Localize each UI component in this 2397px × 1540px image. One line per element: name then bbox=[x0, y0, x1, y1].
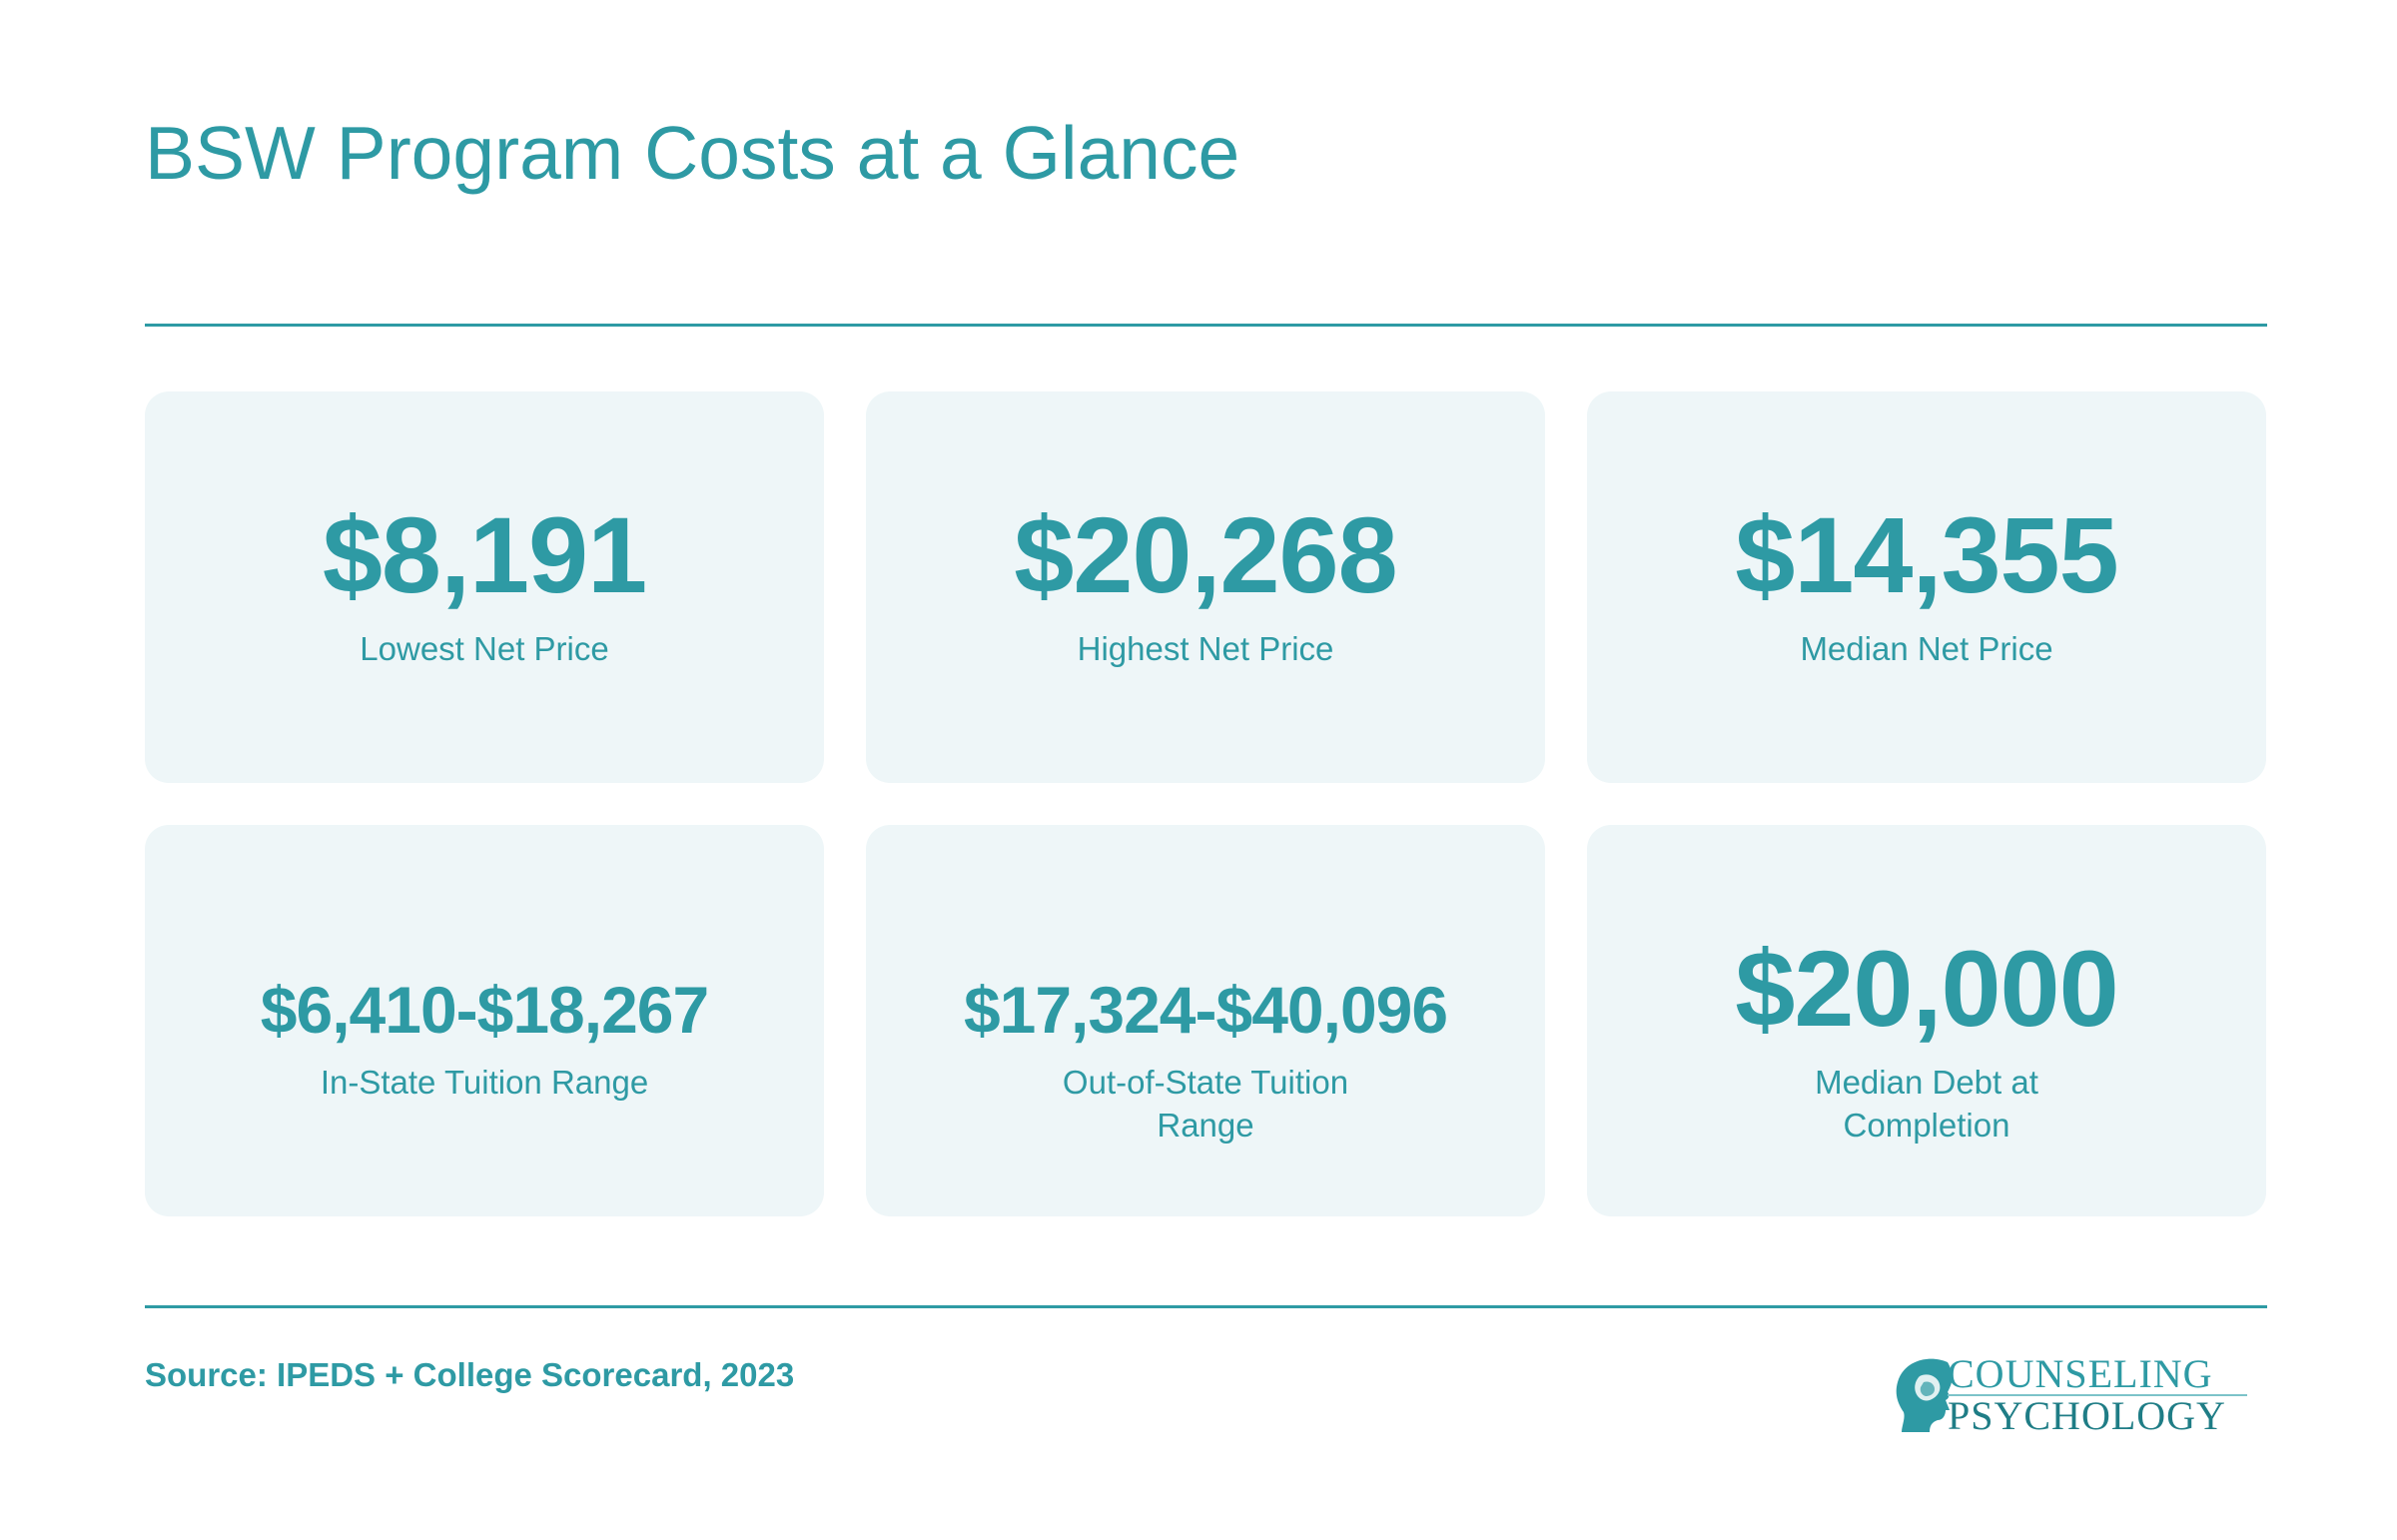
stat-label: In-State Tuition Range bbox=[320, 1064, 649, 1101]
bottom-divider bbox=[145, 1305, 2267, 1308]
stat-card-median-net-price: $14,355 Median Net Price bbox=[1587, 391, 2266, 783]
stat-label: Out-of-State Tuition Range bbox=[1062, 1064, 1349, 1144]
stat-card-lowest-net-price: $8,191 Lowest Net Price bbox=[145, 391, 824, 783]
stat-label: Highest Net Price bbox=[1077, 630, 1334, 667]
stat-card-out-of-state-tuition: $17,324-$40,096 Out-of-State Tuition Ran… bbox=[866, 825, 1545, 1216]
stat-label: Median Net Price bbox=[1800, 630, 2053, 667]
stat-label: Median Debt at Completion bbox=[1815, 1064, 2038, 1144]
stat-value: $14,355 bbox=[1735, 494, 2118, 615]
stat-label: Lowest Net Price bbox=[360, 630, 609, 667]
logo-text-psychology: PSYCHOLOGY bbox=[1948, 1393, 2226, 1438]
brand-logo: COUNSELING PSYCHOLOGY bbox=[1890, 1348, 2249, 1438]
stat-card-highest-net-price: $20,268 Highest Net Price bbox=[866, 391, 1545, 783]
head-profile-icon bbox=[1896, 1358, 1953, 1432]
page-title: BSW Program Costs at a Glance bbox=[145, 111, 1240, 195]
stat-card-median-debt: $20,000 Median Debt at Completion bbox=[1587, 825, 2266, 1216]
logo-text-counseling: COUNSELING bbox=[1948, 1351, 2213, 1396]
stat-card-in-state-tuition: $6,410-$18,267 In-State Tuition Range bbox=[145, 825, 824, 1216]
stat-value: $20,268 bbox=[1014, 494, 1397, 615]
stat-value: $6,410-$18,267 bbox=[260, 973, 709, 1047]
logo-divider bbox=[1948, 1394, 2247, 1396]
stats-grid: $8,191 Lowest Net Price $20,268 Highest … bbox=[145, 391, 2267, 1216]
top-divider bbox=[145, 324, 2267, 327]
stat-value: $20,000 bbox=[1735, 928, 2118, 1049]
stat-value: $17,324-$40,096 bbox=[963, 973, 1448, 1047]
stat-value: $8,191 bbox=[322, 494, 647, 615]
source-note: Source: IPEDS + College Scorecard, 2023 bbox=[145, 1356, 795, 1393]
